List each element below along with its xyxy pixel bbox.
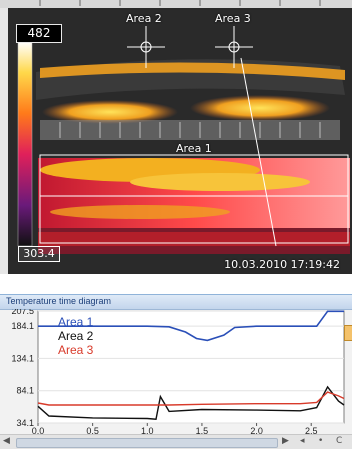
series-line-area-2 [37,385,345,420]
x-tick-label: 2,0 [250,426,263,434]
side-tool-button[interactable] [344,325,352,341]
temperature-diagram-window: Temperature time diagram 207.5 184.1 134.1… [0,294,352,449]
x-tick-label: 0,5 [86,426,99,434]
thermal-image [0,0,352,274]
series-line-area-1 [38,310,344,342]
scroll-left-icon[interactable]: ◀ [3,436,10,446]
legend-area-2: Area 2 [58,329,94,343]
x-tick-label: 2,5 [305,426,318,434]
y-tick-label: 34.1 [16,418,34,428]
series-line-area-3 [37,391,345,406]
scroll-right-icon[interactable]: ▶ [282,436,289,446]
zoom-out-icon[interactable]: ◂ [300,436,305,446]
x-tick-label: 1,5 [196,426,209,434]
thermal-image-panel: 482 303.4 Area 2 Area 3 Area 1 10.03.201… [0,0,352,274]
capture-timestamp: 10.03.2010 17:19:42 [224,258,340,271]
max-temperature-readout: 482 [16,24,62,43]
diagram-titlebar[interactable]: Temperature time diagram [0,295,352,310]
y-tick-label: 207.5 [11,309,34,316]
x-tick-label: 0,0 [32,426,45,434]
temperature-chart: 207.5 184.1 134.1 84.1 34.10,0 0,5 1,0 1,5 2,0 2,… [11,309,345,434]
y-tick-label: 184.1 [11,321,34,331]
reset-icon[interactable]: • [318,436,324,446]
area-3-label[interactable]: Area 3 [215,12,251,25]
y-tick-label: 134.1 [11,353,34,363]
clear-icon[interactable]: C [336,436,343,446]
area-2-label[interactable]: Area 2 [126,12,162,25]
legend-area-3: Area 3 [58,343,94,357]
y-tick-label: 84.1 [16,386,34,396]
legend-area-1: Area 1 [58,315,94,329]
min-temperature-readout: 303.4 [18,246,60,262]
diagram-title: Temperature time diagram [6,296,112,306]
area-1-label[interactable]: Area 1 [176,142,212,155]
x-tick-label: 1,0 [141,426,154,434]
